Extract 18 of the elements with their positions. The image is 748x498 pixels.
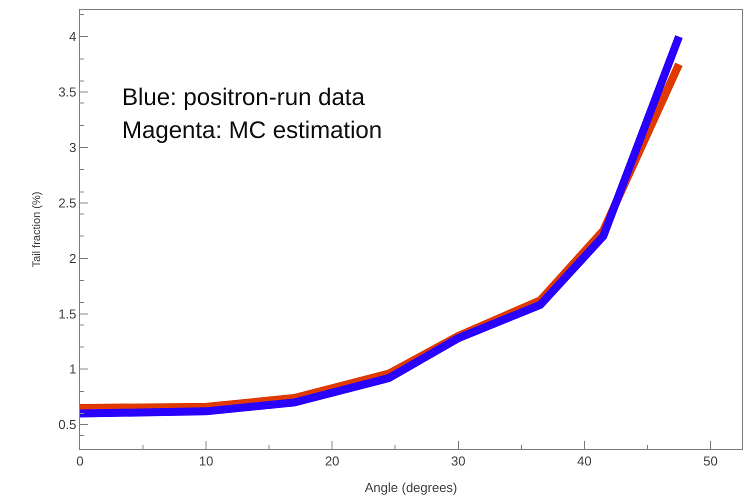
x-tick-label: 20 — [324, 454, 340, 469]
y-axis-title: Tail fraction (%) — [30, 192, 43, 268]
y-tick-label: 3.5 — [58, 84, 76, 100]
y-tick-label: 1 — [69, 362, 76, 377]
x-tick-label: 0 — [76, 454, 84, 469]
y-tick-label: 2.5 — [58, 195, 76, 210]
y-tick-label: 0.5 — [58, 417, 76, 432]
annotation: Magenta: MC estimation — [122, 117, 382, 144]
y-tick-label: 4 — [69, 29, 76, 44]
y-tick-label: 3 — [69, 140, 76, 156]
x-tick-label: 50 — [703, 454, 718, 469]
x-tick-label: 30 — [451, 454, 466, 469]
x-tick-label: 40 — [577, 454, 592, 469]
x-axis-title: Angle (degrees) — [364, 480, 458, 496]
annotation: Blue: positron-run data — [122, 84, 366, 111]
x-tick-label: 10 — [198, 454, 214, 469]
y-tick-label: 2 — [69, 250, 76, 266]
y-tick-label: 1.5 — [58, 306, 76, 322]
